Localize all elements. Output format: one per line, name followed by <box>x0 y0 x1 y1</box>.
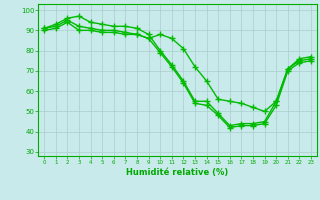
X-axis label: Humidité relative (%): Humidité relative (%) <box>126 168 229 177</box>
